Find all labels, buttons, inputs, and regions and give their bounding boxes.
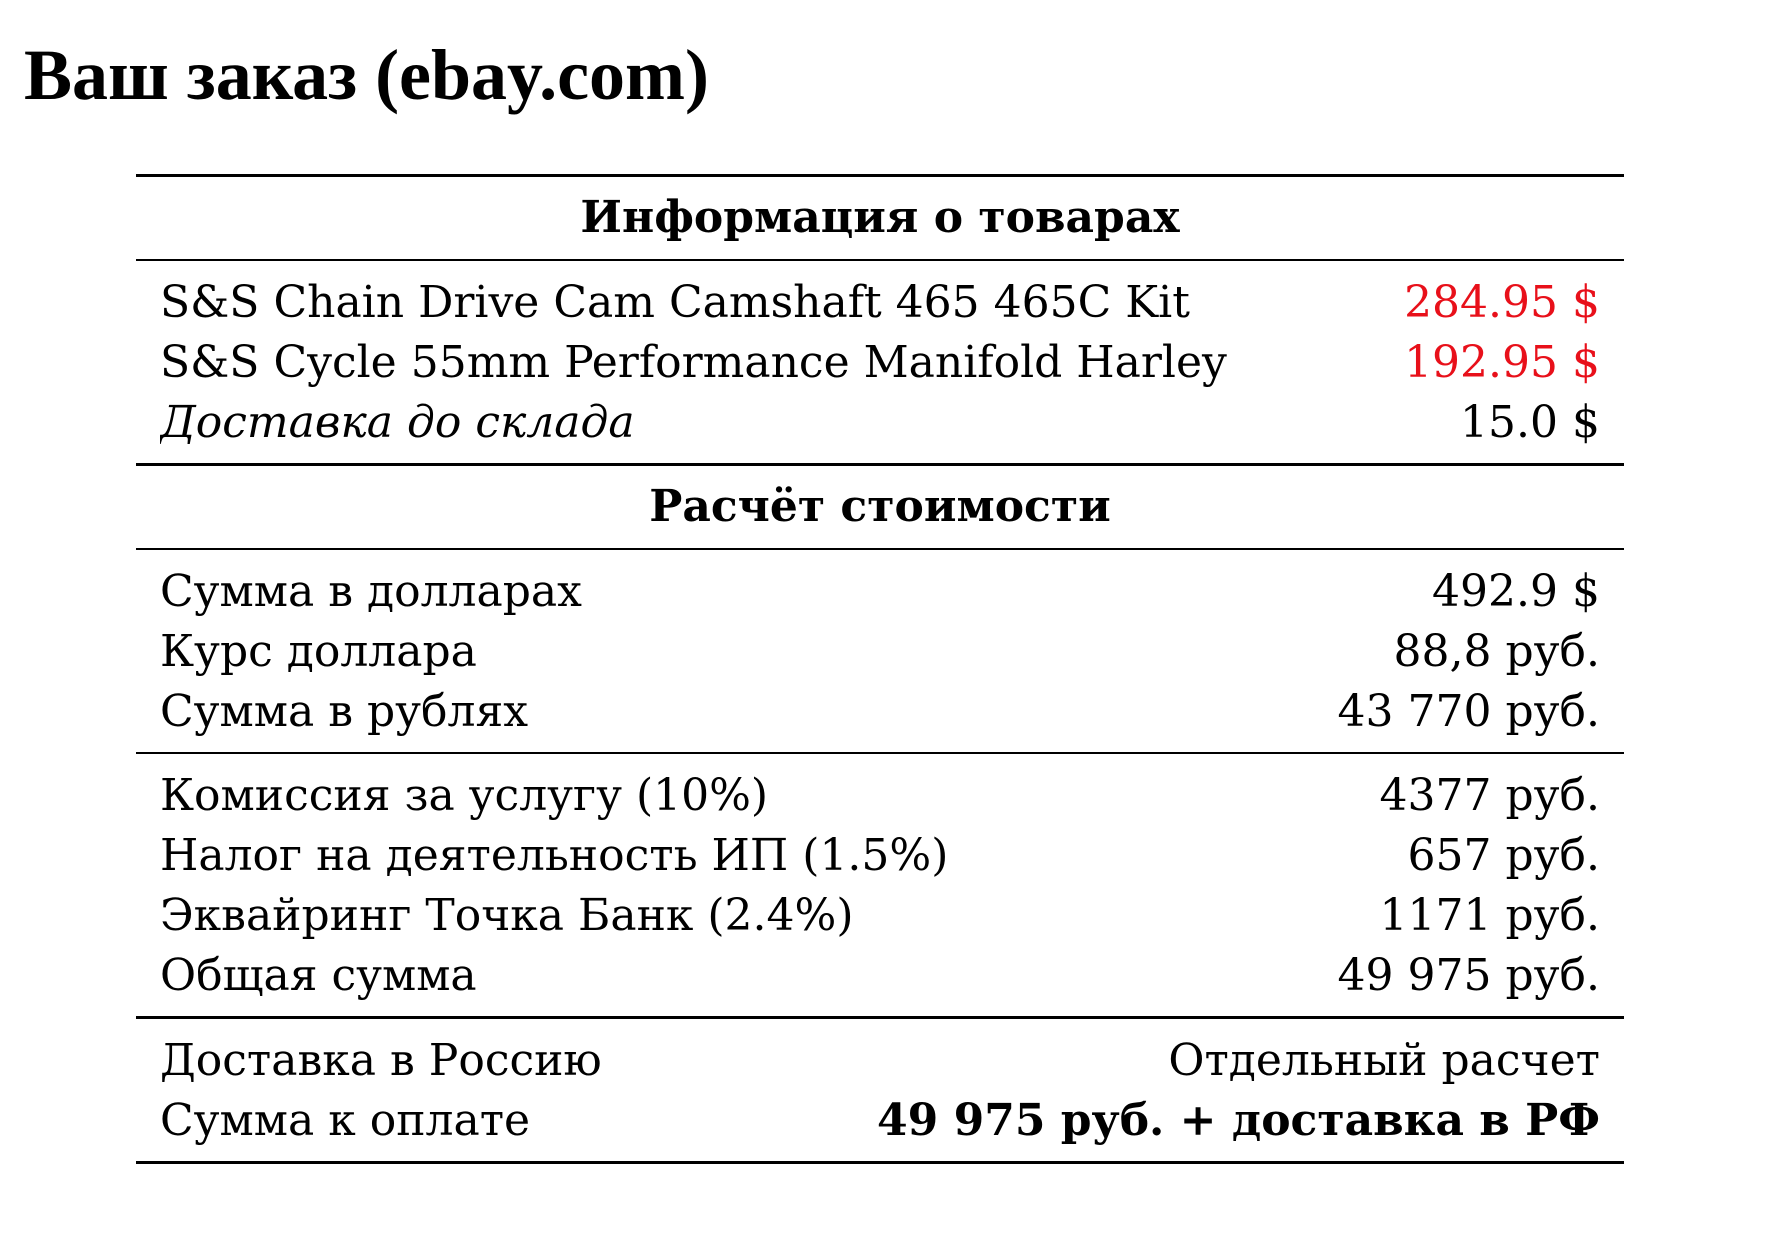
items-header-rule: [136, 259, 1624, 261]
service-fee-row: Комиссия за услугу (10%) 4377 руб.: [136, 766, 1624, 826]
item-price: 284.95 $: [1404, 277, 1600, 328]
tax-row: Налог на деятельность ИП (1.5%) 657 руб.: [136, 826, 1624, 886]
usd-sum-label: Сумма в долларах: [160, 566, 582, 617]
amount-due-value: 49 975 руб. + доставка в РФ: [877, 1095, 1600, 1146]
item-row: S&S Chain Drive Cam Camshaft 465 465C Ki…: [136, 273, 1624, 333]
russia-shipping-row: Доставка в Россию Отдельный расчет: [136, 1031, 1624, 1091]
items-section-header: Информация о товарах: [580, 192, 1180, 243]
warehouse-shipping-label: Доставка до склада: [160, 397, 635, 448]
rub-sum-label: Сумма в рублях: [160, 686, 529, 737]
calc-header-rule: [136, 548, 1624, 550]
exchange-rate-row: Курс доллара 88,8 руб.: [136, 622, 1624, 682]
usd-sum-value: 492.9 $: [1432, 566, 1600, 617]
acquiring-row: Эквайринг Точка Банк (2.4%) 1171 руб.: [136, 886, 1624, 946]
tax-value: 657 руб.: [1407, 830, 1601, 881]
table-top-rule: [136, 174, 1624, 177]
item-name: S&S Cycle 55mm Performance Manifold Harl…: [160, 337, 1227, 388]
item-row: S&S Cycle 55mm Performance Manifold Harl…: [136, 333, 1624, 393]
acquiring-value: 1171 руб.: [1379, 890, 1601, 941]
items-list: S&S Chain Drive Cam Camshaft 465 465C Ki…: [136, 261, 1624, 463]
fees-list: Комиссия за услугу (10%) 4377 руб. Налог…: [136, 754, 1624, 1016]
item-name: S&S Chain Drive Cam Camshaft 465 465C Ki…: [160, 277, 1190, 328]
total-value: 49 975 руб.: [1337, 950, 1600, 1001]
items-bottom-rule: [136, 463, 1624, 466]
service-fee-label: Комиссия за услугу (10%): [160, 770, 769, 821]
calc-section-header: Расчёт стоимости: [649, 481, 1111, 532]
service-fee-value: 4377 руб.: [1379, 770, 1601, 821]
warehouse-shipping-row: Доставка до склада 15.0 $: [136, 393, 1624, 453]
table-bottom-rule: [136, 1161, 1624, 1164]
item-price: 192.95 $: [1404, 337, 1600, 388]
amount-due-label: Сумма к оплате: [160, 1095, 531, 1146]
fees-bottom-rule: [136, 1016, 1624, 1019]
page-title: Ваш заказ (ebay.com): [24, 35, 709, 115]
conversion-bottom-rule: [136, 752, 1624, 754]
conversion-list: Сумма в долларах 492.9 $ Курс доллара 88…: [136, 550, 1624, 752]
exchange-rate-label: Курс доллара: [160, 626, 477, 677]
final-list: Доставка в Россию Отдельный расчет Сумма…: [136, 1019, 1624, 1161]
rub-sum-row: Сумма в рублях 43 770 руб.: [136, 682, 1624, 742]
rub-sum-value: 43 770 руб.: [1337, 686, 1600, 737]
total-row: Общая сумма 49 975 руб.: [136, 946, 1624, 1006]
exchange-rate-value: 88,8 руб.: [1393, 626, 1601, 677]
russia-shipping-label: Доставка в Россию: [160, 1035, 602, 1086]
russia-shipping-value: Отдельный расчет: [1168, 1035, 1600, 1086]
total-label: Общая сумма: [160, 950, 477, 1001]
order-summary-table: Информация о товарах S&S Chain Drive Cam…: [136, 174, 1624, 1164]
warehouse-shipping-value: 15.0 $: [1460, 397, 1600, 448]
acquiring-label: Эквайринг Точка Банк (2.4%): [160, 890, 854, 941]
tax-label: Налог на деятельность ИП (1.5%): [160, 830, 949, 881]
usd-sum-row: Сумма в долларах 492.9 $: [136, 562, 1624, 622]
amount-due-row: Сумма к оплате 49 975 руб. + доставка в …: [136, 1091, 1624, 1151]
